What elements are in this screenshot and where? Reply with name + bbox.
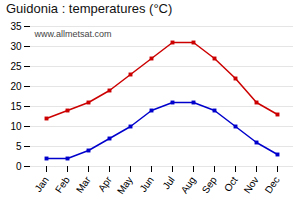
svg-text:Aug: Aug bbox=[179, 174, 198, 195]
svg-text:Jan: Jan bbox=[33, 174, 51, 194]
svg-text:Jun: Jun bbox=[138, 174, 156, 194]
svg-text:20: 20 bbox=[10, 81, 22, 92]
html-text:Guidonia : temperatures (°C): Guidonia : temperatures (°C) bbox=[6, 1, 173, 16]
svg-text:25: 25 bbox=[10, 61, 22, 72]
svg-text:Apr: Apr bbox=[96, 174, 114, 194]
svg-text:Dec: Dec bbox=[263, 174, 282, 195]
svg-text:Nov: Nov bbox=[242, 174, 261, 195]
svg-text:May: May bbox=[115, 174, 135, 196]
svg-text:35: 35 bbox=[10, 21, 22, 32]
svg-text:Jul: Jul bbox=[160, 174, 176, 191]
svg-text:5: 5 bbox=[16, 141, 22, 152]
svg-text:30: 30 bbox=[10, 41, 22, 52]
svg-text:Mar: Mar bbox=[74, 174, 93, 195]
svg-text:0: 0 bbox=[16, 161, 22, 172]
svg-text:Sep: Sep bbox=[200, 174, 219, 195]
svg-text:Oct: Oct bbox=[222, 174, 240, 193]
svg-text:15: 15 bbox=[10, 101, 22, 112]
svg-text:www.allmetsat.com: www.allmetsat.com bbox=[34, 29, 112, 39]
svg-text:10: 10 bbox=[10, 121, 22, 132]
svg-text:Feb: Feb bbox=[53, 174, 72, 195]
